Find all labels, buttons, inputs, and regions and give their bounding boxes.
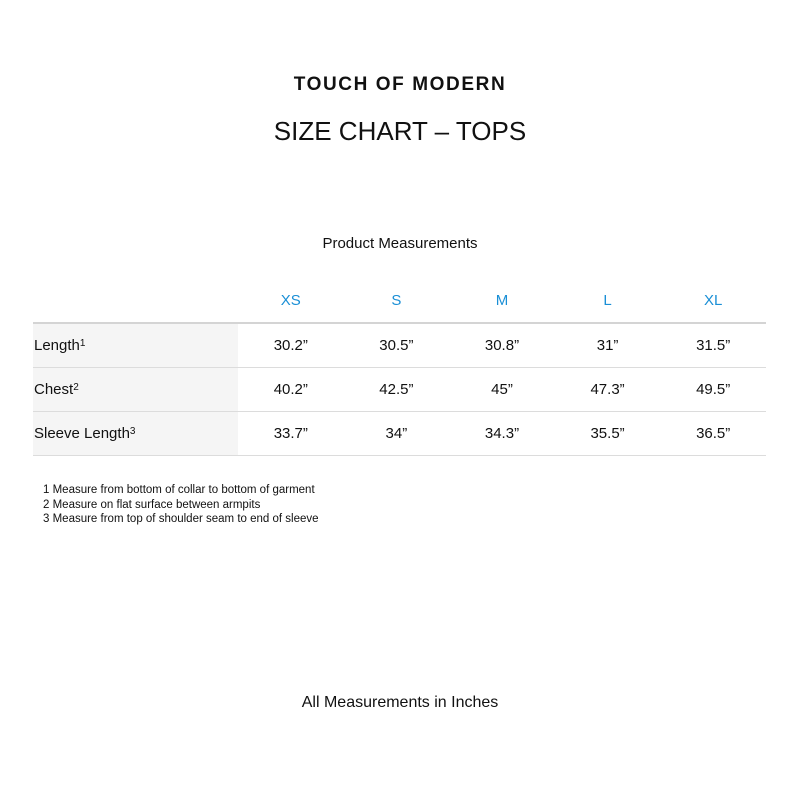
- row-label-text: Length: [34, 337, 80, 354]
- row-label: Length1: [33, 323, 238, 368]
- table-cell: 30.2”: [238, 323, 344, 368]
- table-cell: 36.5”: [660, 411, 766, 456]
- row-label: Chest2: [33, 367, 238, 412]
- size-chart-table: XS S M L XL Length1 30.2” 30.5” 30.8” 31…: [33, 278, 766, 456]
- table-cell: 42.5”: [343, 367, 450, 412]
- row-label-text: Sleeve Length: [34, 425, 130, 442]
- table-cell: 49.5”: [660, 367, 766, 412]
- size-header: M: [449, 278, 555, 324]
- table-cell: 30.5”: [343, 323, 450, 368]
- footnote-marker: 3: [129, 426, 136, 437]
- table-header-row: XS S M L XL: [33, 278, 766, 324]
- table-cell: 34.3”: [449, 411, 555, 456]
- footnote-marker: 2: [73, 382, 79, 393]
- table-cell: 31”: [554, 323, 661, 368]
- size-header: XS: [238, 278, 344, 324]
- table-cell: 47.3”: [554, 367, 661, 412]
- table-row: Chest2 40.2” 42.5” 45” 47.3” 49.5”: [33, 367, 766, 412]
- footnote: 1 Measure from bottom of collar to botto…: [43, 484, 315, 496]
- size-header: L: [554, 278, 661, 324]
- footnote-marker: 1: [79, 338, 86, 349]
- brand-logo: TOUCH OF MODERN: [293, 74, 507, 95]
- table-cell: 34”: [343, 411, 450, 456]
- table-subtitle: Product Measurements: [322, 235, 478, 252]
- table-cell: 30.8”: [449, 323, 555, 368]
- table-cell: 33.7”: [238, 411, 344, 456]
- footnotes: 1 Measure from bottom of collar to botto…: [43, 483, 319, 527]
- row-label: Sleeve Length3: [33, 411, 238, 456]
- units-note: All Measurements in Inches: [301, 694, 499, 711]
- table-cell: 40.2”: [238, 367, 344, 412]
- table-cell: 31.5”: [660, 323, 766, 368]
- size-header: XL: [660, 278, 766, 324]
- page-title: SIZE CHART – TOPS: [273, 116, 527, 146]
- table-row: Sleeve Length3 33.7” 34” 34.3” 35.5” 36.…: [33, 411, 766, 456]
- table-cell: 35.5”: [554, 411, 661, 456]
- footnote: 3 Measure from top of shoulder seam to e…: [43, 513, 319, 525]
- table-cell: 45”: [449, 367, 555, 412]
- size-header: S: [343, 278, 450, 324]
- table-row: Length1 30.2” 30.5” 30.8” 31” 31.5”: [33, 323, 766, 368]
- header-blank: [33, 278, 238, 324]
- footnote: 2 Measure on flat surface between armpit…: [43, 498, 261, 511]
- row-label-text: Chest: [34, 381, 74, 398]
